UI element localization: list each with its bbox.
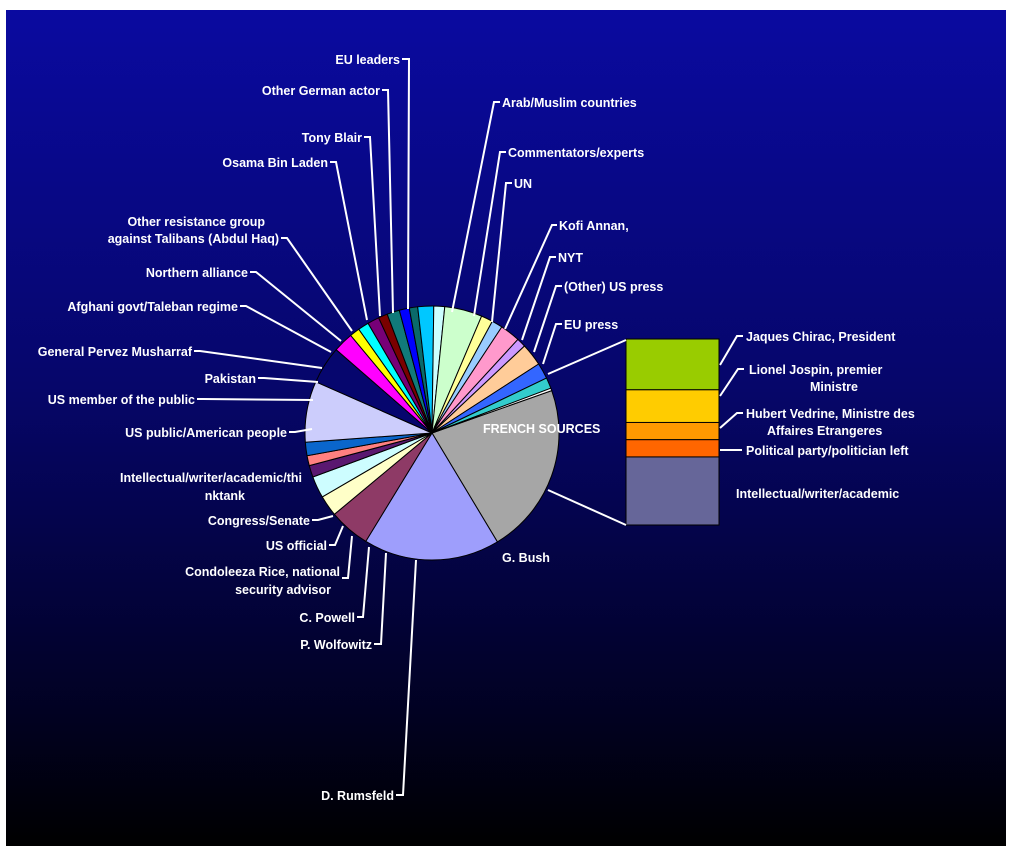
label-condoleeza-line2: security advisor — [235, 583, 331, 597]
leader-eu-press — [542, 323, 562, 365]
leader-us-member — [197, 398, 314, 401]
label-afghani: Afghani govt/Taleban regime — [67, 300, 238, 314]
label-arab: Arab/Muslim countries — [502, 96, 637, 110]
label-intellectual-line1: Intellectual/writer/academic/thi — [120, 471, 302, 485]
label-eu-press: EU press — [564, 318, 618, 332]
breakdown-segment-4 — [625, 456, 720, 526]
label-congress: Congress/Senate — [208, 514, 310, 528]
breakdown-segment-1 — [625, 389, 720, 423]
label-intellectual-line2: nktank — [205, 489, 245, 503]
label-commentators: Commentators/experts — [508, 146, 644, 160]
breakdown-bar — [625, 338, 720, 526]
label-us-official: US official — [266, 539, 327, 553]
label-d-rumsfeld: D. Rumsfeld — [321, 789, 394, 803]
label-resistance-line1: Other resistance group — [127, 215, 265, 229]
leader-german — [382, 89, 394, 314]
label-p-wolfowitz: P. Wolfowitz — [300, 638, 372, 652]
pie-slice-1 — [365, 432, 499, 561]
pie-to-bar-connector-top — [547, 339, 627, 375]
label-academic: Intellectual/writer/academic — [736, 487, 899, 501]
leader-un — [491, 182, 512, 323]
label-kofi: Kofi Annan, — [559, 219, 629, 233]
pie-slice-28 — [431, 387, 553, 434]
pie-to-bar-connector-bottom — [547, 489, 627, 526]
leader-lines — [194, 58, 744, 796]
leader-nyt — [521, 256, 556, 341]
label-left: Political party/politician left — [746, 444, 909, 458]
label-northern: Northern alliance — [146, 266, 248, 280]
label-nyt: NYT — [558, 251, 583, 265]
leader-resistance — [281, 237, 353, 332]
leader-pakistan — [258, 377, 319, 383]
leader-congress — [312, 515, 334, 521]
label-us-member: US member of the public — [48, 393, 195, 407]
label-musharraf: General Pervez Musharraf — [38, 345, 193, 359]
leader-tony-blair — [364, 136, 381, 317]
label-german: Other German actor — [262, 84, 380, 98]
leader-arab — [451, 101, 500, 313]
label-osama: Osama Bin Laden — [222, 156, 328, 170]
leader-jospin — [719, 368, 744, 397]
label-jospin-line1: Lionel Jospin, premier — [749, 363, 882, 377]
label-vedrine-line2: Affaires Etrangeres — [767, 424, 882, 438]
leader-us-official — [329, 525, 344, 546]
leader-us-public — [289, 428, 313, 433]
label-g-bush: G. Bush — [502, 551, 550, 565]
label-chirac: Jaques Chirac, President — [746, 330, 896, 344]
label-us-public: US public/American people — [125, 426, 287, 440]
breakdown-segment-3 — [625, 439, 720, 458]
leader-musharraf — [194, 350, 323, 369]
leader-us-press — [533, 285, 562, 353]
label-jospin-line2: Ministre — [810, 380, 858, 394]
label-tony-blair: Tony Blair — [302, 131, 362, 145]
label-un: UN — [514, 177, 532, 191]
label-us-press: (Other) US press — [564, 280, 663, 294]
label-eu-leaders: EU leaders — [335, 53, 400, 67]
leader-wolfowitz — [374, 552, 387, 645]
leader-kofi — [504, 224, 557, 330]
leader-vedrine — [719, 412, 743, 429]
leader-powell — [357, 546, 370, 618]
leader-commentators — [473, 151, 506, 317]
breakdown-segment-0 — [625, 338, 720, 391]
label-vedrine-line1: Hubert Vedrine, Ministre des — [746, 407, 915, 421]
label-pakistan: Pakistan — [205, 372, 256, 386]
label-c-powell: C. Powell — [299, 611, 355, 625]
leader-osama — [330, 161, 368, 321]
label-french-sources: FRENCH SOURCES — [483, 422, 600, 436]
leader-rumsfeld — [396, 559, 417, 796]
leader-eu-leaders — [402, 58, 411, 310]
label-resistance-line2: against Talibans (Abdul Haq) — [108, 232, 279, 246]
breakdown-segment-2 — [625, 421, 720, 441]
label-condoleeza-line1: Condoleeza Rice, national — [185, 565, 340, 579]
pie-slice-0 — [431, 389, 560, 543]
leader-condoleeza — [342, 535, 353, 579]
leader-northern — [250, 271, 342, 342]
leader-chirac — [719, 335, 743, 366]
leader-afghani — [240, 305, 332, 353]
